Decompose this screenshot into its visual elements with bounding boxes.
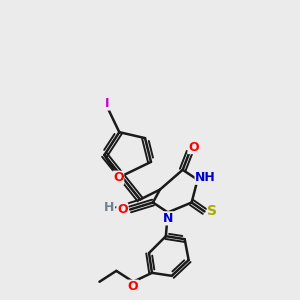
Text: O: O (128, 280, 139, 293)
Text: NH: NH (195, 171, 216, 184)
Text: H: H (104, 201, 115, 214)
Text: O: O (113, 171, 124, 184)
Text: O: O (117, 203, 128, 216)
Text: S: S (207, 204, 218, 218)
Text: I: I (105, 97, 110, 110)
Text: N: N (163, 212, 173, 225)
Text: O: O (188, 140, 199, 154)
